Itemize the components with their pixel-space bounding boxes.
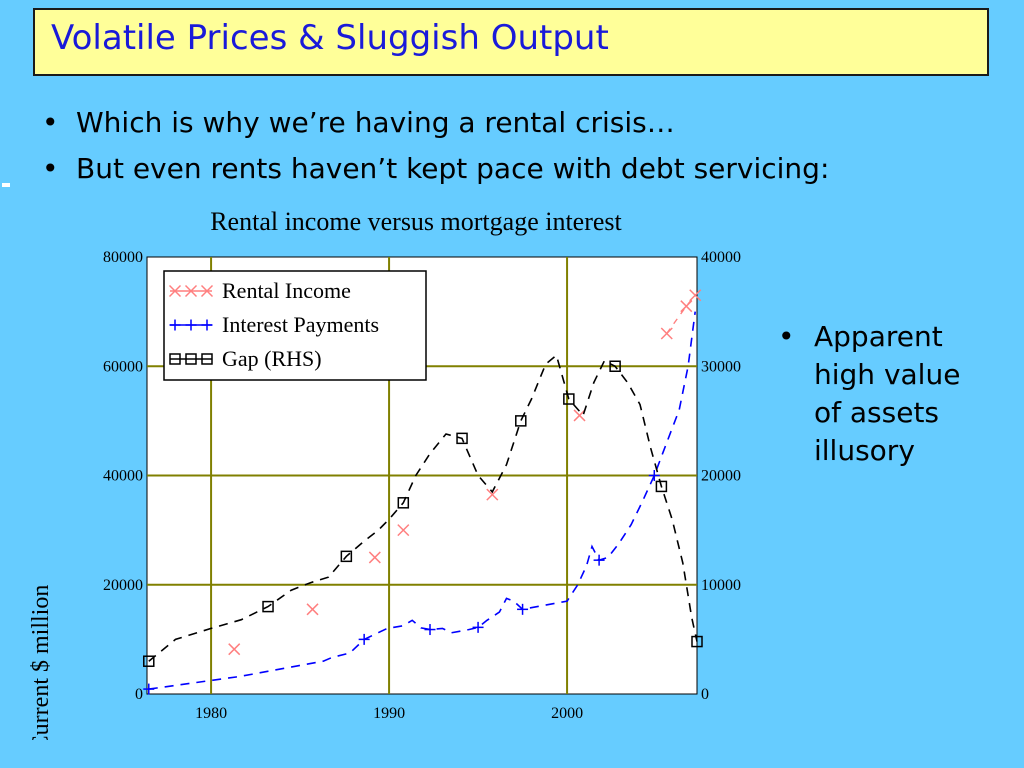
data-point-marker — [655, 480, 668, 493]
marker-stroke — [306, 603, 319, 616]
data-point-marker — [472, 621, 484, 633]
legend-swatch-marker — [200, 284, 214, 298]
marker-stroke — [573, 409, 586, 422]
legend-entry: Interest Payments — [169, 312, 379, 337]
series-line-2 — [148, 353, 698, 662]
y-axis-label: Current $ million — [28, 585, 54, 740]
marker-stroke — [660, 327, 673, 340]
data-point-marker — [689, 289, 702, 302]
data-point-marker — [262, 600, 274, 613]
data-point-marker — [517, 603, 529, 615]
marker-stroke — [184, 284, 198, 298]
marker-stroke — [228, 643, 241, 656]
y-right-tick-label: 20000 — [701, 468, 741, 485]
data-point-marker — [340, 550, 353, 563]
y-left-tick-label: 40000 — [103, 468, 143, 485]
legend-entry: Gap (RHS) — [169, 346, 322, 371]
legend-entry: Rental Income — [168, 278, 351, 303]
chart: Rental income versus mortgage interest 0… — [28, 207, 741, 740]
data-point-marker — [424, 624, 436, 636]
marker-stroke — [397, 524, 410, 537]
data-point-marker — [397, 524, 410, 537]
y-left-tick-label: 60000 — [103, 358, 143, 375]
x-tick-label: 1990 — [373, 705, 405, 722]
data-point-marker — [228, 643, 241, 656]
marker-stroke — [486, 488, 499, 501]
side-bullet-item: Apparent high value of assets illusory — [778, 318, 994, 470]
legend-swatch-marker — [169, 353, 181, 365]
data-point-marker — [563, 393, 575, 405]
data-point-marker — [515, 415, 527, 427]
y-left-tick-label: 80000 — [103, 249, 143, 266]
marker-stroke — [200, 284, 214, 298]
data-point-marker — [306, 603, 319, 616]
data-point-marker — [593, 554, 605, 566]
data-point-marker — [609, 360, 621, 372]
slide-title: Volatile Prices & Sluggish Output — [51, 18, 609, 58]
legend-swatch-marker — [201, 353, 213, 365]
side-bullet-list: Apparent high value of assets illusory — [778, 318, 994, 470]
data-point-marker — [368, 551, 381, 564]
y-right-tick-label: 10000 — [701, 577, 741, 594]
data-point-marker — [660, 327, 673, 340]
legend-swatch-marker — [168, 284, 182, 298]
data-point-marker — [680, 300, 693, 313]
series-group — [143, 289, 703, 695]
data-point-marker — [648, 470, 660, 481]
chart-title: Rental income versus mortgage interest — [210, 207, 622, 236]
y-right-tick-label: 30000 — [701, 358, 741, 375]
data-point-marker — [691, 635, 703, 648]
data-point-marker — [143, 655, 155, 667]
y-left-tick-label: 20000 — [103, 577, 143, 594]
title-box: Volatile Prices & Sluggish Output — [33, 8, 989, 76]
legend-label: Gap (RHS) — [222, 346, 322, 371]
x-tick-label: 1980 — [195, 705, 227, 722]
y-left-tick-label: 0 — [135, 686, 143, 703]
data-point-marker — [397, 497, 410, 509]
data-point-marker — [143, 683, 155, 695]
series-line-1 — [148, 311, 696, 690]
legend-swatch-marker — [184, 284, 198, 298]
marker-stroke — [368, 551, 381, 564]
x-tick-label: 2000 — [551, 705, 583, 722]
legend-label: Interest Payments — [222, 312, 379, 337]
bullet-item: But even rents haven’t kept pace with de… — [40, 146, 829, 192]
bullet-list: Which is why we’re having a rental crisi… — [40, 100, 829, 192]
data-point-marker — [456, 432, 468, 445]
legend-label: Rental Income — [222, 278, 351, 303]
legend-swatch-marker — [169, 319, 181, 331]
data-point-marker — [358, 633, 370, 645]
marker-stroke — [680, 300, 693, 313]
legend: Rental Income Interest Payments Gap (RHS) — [163, 270, 427, 381]
bullet-item: Which is why we’re having a rental crisi… — [40, 100, 829, 146]
data-point-marker — [573, 409, 586, 422]
legend-swatch-marker — [185, 353, 197, 365]
legend-swatch-marker — [185, 319, 197, 331]
axes: 0 20000 40000 60000 80000 0 10000 20000 30000 400… — [103, 249, 741, 722]
marker-stroke — [689, 289, 702, 302]
y-right-tick-label: 0 — [701, 686, 709, 703]
data-point-marker — [486, 488, 499, 501]
legend-swatch-marker — [201, 319, 213, 331]
marker-stroke — [168, 284, 182, 298]
y-right-tick-label: 40000 — [701, 249, 741, 266]
slide-edge-marker — [2, 183, 10, 187]
